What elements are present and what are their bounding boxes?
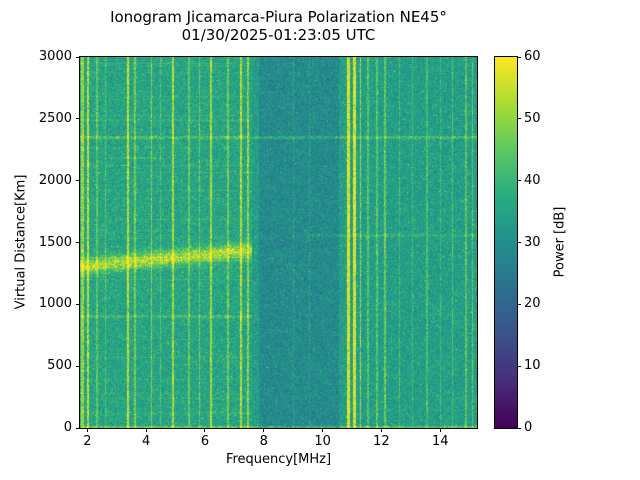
colorbar-tick-mark: [517, 365, 521, 367]
y-tick-label: 2000: [38, 172, 72, 188]
x-tick-label: 2: [83, 434, 92, 449]
y-axis-label: Virtual Distance[Km]: [13, 174, 29, 310]
colorbar-tick-label: 20: [524, 296, 541, 312]
colorbar-tick-mark: [517, 180, 521, 182]
colorbar-tick-label: 10: [524, 358, 541, 374]
chart-title-line2: 01/30/2025-01:23:05 UTC: [181, 26, 376, 44]
colorbar-tick-mark: [517, 427, 521, 429]
x-tick-mark: [439, 428, 441, 432]
x-axis-label: Frequency[MHz]: [225, 452, 332, 467]
colorbar-tick-mark: [517, 303, 521, 305]
x-tick-mark: [204, 428, 206, 432]
y-tick-mark: [76, 427, 80, 429]
colorbar-tick-mark: [517, 242, 521, 243]
chart-title-line1: Ionogram Jicamarca-Piura Polarization NE…: [110, 8, 447, 26]
x-tick-label: 4: [142, 434, 151, 449]
chart-title: Ionogram Jicamarca-Piura Polarization NE…: [80, 8, 477, 44]
x-tick-label: 6: [200, 434, 210, 449]
y-tick-mark: [76, 365, 80, 367]
x-tick-mark: [86, 428, 88, 432]
x-tick-mark: [145, 428, 147, 432]
x-tick-mark: [380, 428, 382, 432]
x-tick-label: 10: [314, 434, 331, 449]
colorbar-tick-mark: [517, 118, 521, 120]
x-tick-mark: [263, 428, 265, 432]
y-tick-label: 1000: [38, 296, 72, 312]
y-tick-label: 1500: [38, 234, 72, 250]
colorbar-tick-mark: [517, 56, 521, 58]
y-tick-label: 3000: [38, 49, 72, 64]
colorbar-tick-label: 40: [524, 172, 541, 188]
ionogram-heatmap: [80, 57, 477, 428]
colorbar-tick-label: 60: [524, 49, 541, 64]
y-tick-label: 2500: [38, 110, 72, 126]
colorbar-tick-label: 0: [524, 420, 533, 435]
colorbar-tick-label: 50: [524, 110, 541, 126]
x-tick-label: 8: [259, 434, 268, 449]
y-tick-label: 500: [47, 358, 72, 374]
y-tick-mark: [76, 242, 80, 243]
colorbar-label: Power [dB]: [552, 206, 568, 278]
y-tick-label: 0: [63, 420, 72, 435]
x-tick-label: 12: [373, 434, 390, 449]
y-tick-mark: [76, 56, 80, 58]
y-tick-mark: [76, 118, 80, 120]
x-tick-label: 14: [431, 434, 449, 449]
y-tick-mark: [76, 303, 80, 305]
y-tick-mark: [76, 180, 80, 182]
x-tick-mark: [322, 428, 324, 432]
colorbar: [495, 57, 517, 428]
colorbar-tick-label: 30: [524, 234, 541, 250]
